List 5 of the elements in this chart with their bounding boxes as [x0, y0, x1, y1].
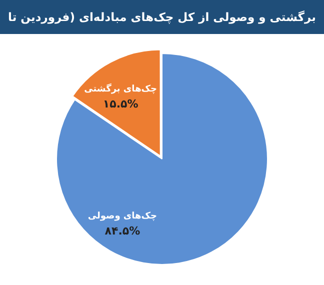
chart-title: برگشتی و وصولی از کل چک‌های مبادله‌ای (فروردین تا	[0, 0, 324, 34]
slice-label: چک‌های برگشتی	[84, 82, 158, 95]
data-label: ۸۴.۵%	[104, 224, 140, 238]
slice-label: چک‌های وصولی	[88, 211, 157, 222]
data-label: ۱۵.۵%	[102, 98, 138, 111]
